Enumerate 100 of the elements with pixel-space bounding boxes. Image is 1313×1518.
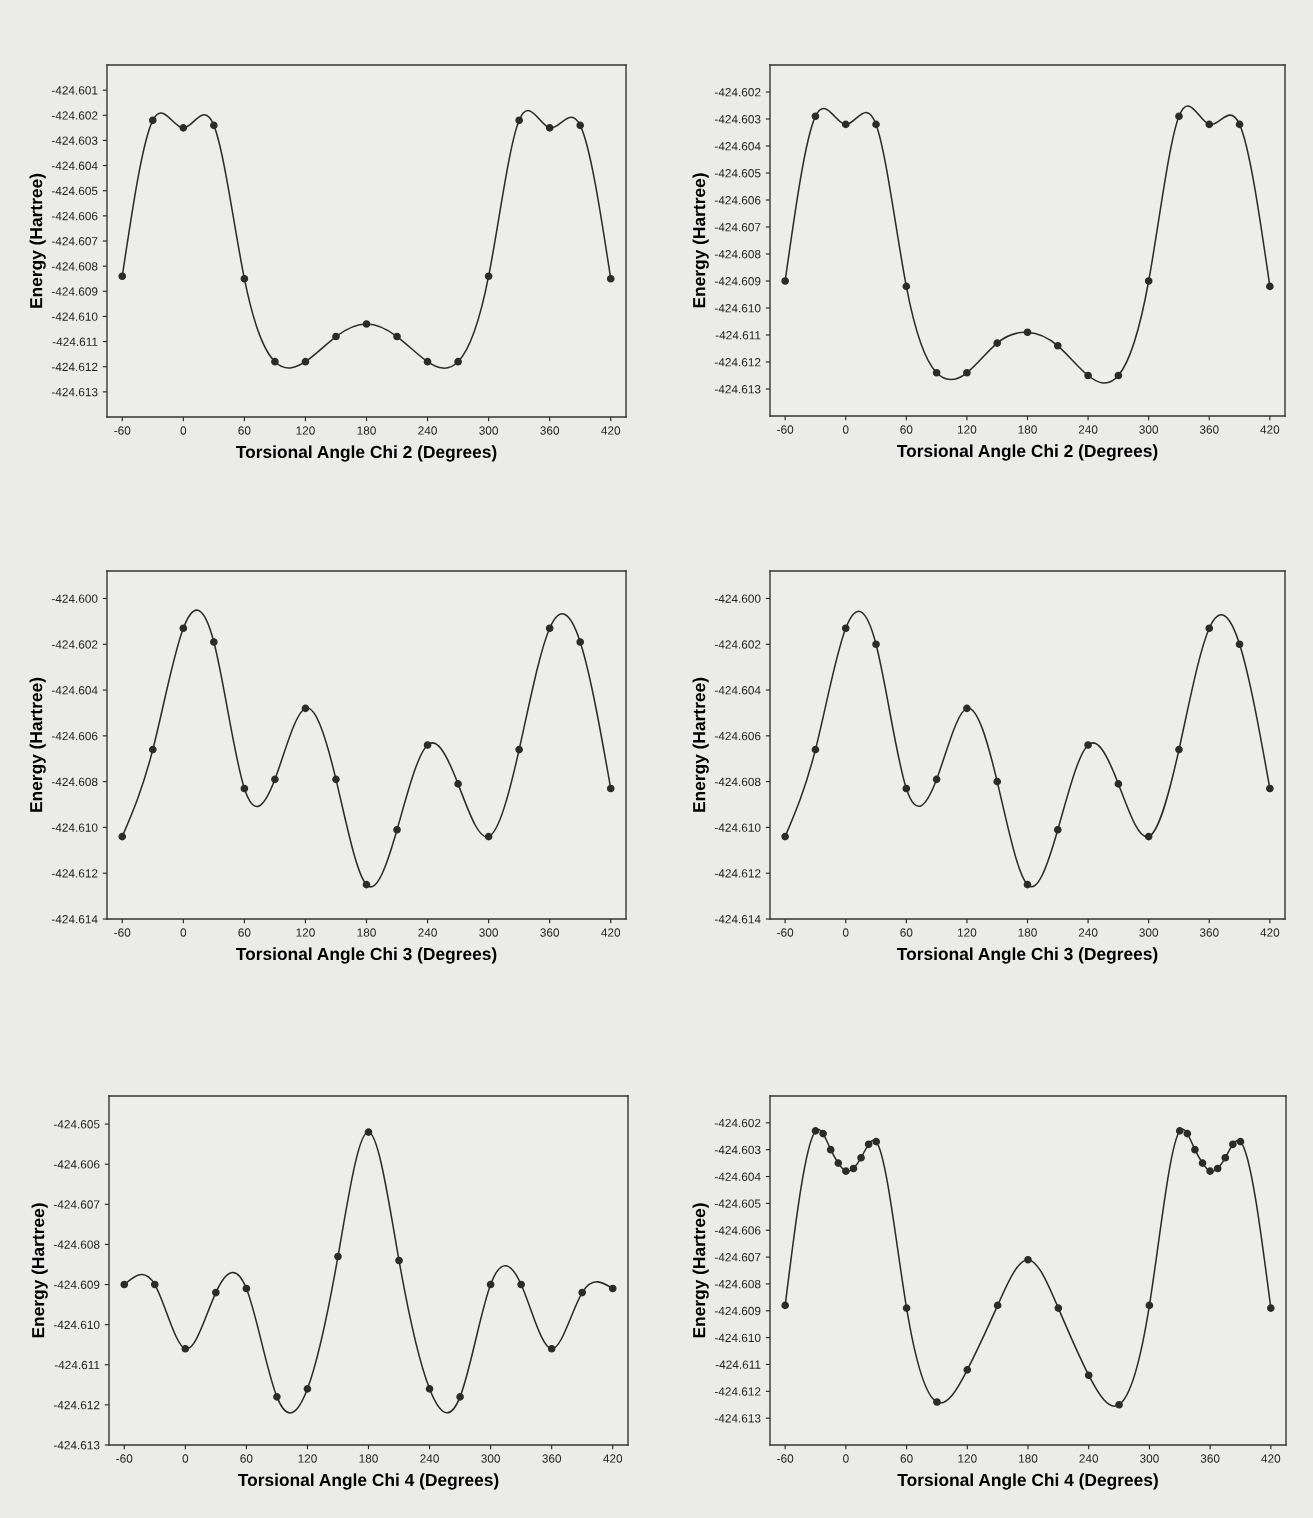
y-tick-label: -424.610 xyxy=(714,823,761,832)
point xyxy=(1084,1371,1093,1380)
point xyxy=(902,784,911,793)
y-tick-label: -424.612 xyxy=(714,358,761,367)
point xyxy=(454,780,462,788)
y-axis-title: Energy (Hartree) xyxy=(31,1203,48,1338)
point xyxy=(303,1385,312,1393)
point xyxy=(545,624,554,633)
x-tick-label: 240 xyxy=(1078,928,1098,937)
y-tick-label: -424.605 xyxy=(53,1120,100,1129)
point xyxy=(240,274,249,283)
point xyxy=(301,357,310,366)
x-tick-label: 420 xyxy=(601,426,621,435)
x-tick-label: 60 xyxy=(238,928,251,937)
x-tick-label: 180 xyxy=(357,426,376,435)
x-tick-label: 360 xyxy=(1199,928,1219,937)
point xyxy=(120,1280,129,1289)
point xyxy=(1175,1127,1184,1135)
point xyxy=(841,624,850,633)
point xyxy=(332,332,340,341)
point xyxy=(517,1280,525,1289)
point xyxy=(902,1304,911,1312)
y-tick-label: -424.609 xyxy=(51,287,98,296)
y-tick-label: -424.604 xyxy=(714,1172,761,1181)
point xyxy=(1145,1301,1154,1310)
point xyxy=(1053,341,1062,350)
point xyxy=(150,1280,159,1289)
y-tick-label: -424.609 xyxy=(714,1306,761,1316)
point xyxy=(811,745,820,754)
y-tick-label: -424.614 xyxy=(51,915,98,924)
point xyxy=(608,1284,617,1293)
point xyxy=(963,368,971,377)
point xyxy=(515,745,523,754)
point xyxy=(484,832,493,841)
y-tick-label: -424.608 xyxy=(714,1279,761,1289)
point xyxy=(271,775,279,784)
point xyxy=(781,277,789,285)
point xyxy=(811,1127,820,1135)
y-axis-title: Energy (Hartree) xyxy=(29,173,46,308)
point xyxy=(148,116,157,125)
y-tick-label: -424.606 xyxy=(714,196,761,205)
point xyxy=(547,1344,556,1353)
point xyxy=(362,880,371,889)
point xyxy=(118,832,127,841)
point xyxy=(1266,784,1274,793)
point xyxy=(1205,624,1214,633)
y-tick-label: -424.606 xyxy=(51,211,98,221)
point xyxy=(576,121,585,130)
x-tick-label: 120 xyxy=(957,425,977,434)
x-tick-label: 60 xyxy=(900,1454,913,1463)
x-tick-label: 180 xyxy=(1019,1454,1038,1463)
x-tick-label: 60 xyxy=(900,928,913,937)
y-tick-label: -424.612 xyxy=(714,1387,761,1396)
x-tick-label: 420 xyxy=(603,1454,623,1463)
x-tick-label: 420 xyxy=(1260,928,1280,937)
point xyxy=(240,784,249,793)
y-tick-label: -424.602 xyxy=(714,1118,761,1128)
y-tick-label: -424.608 xyxy=(53,1240,100,1249)
y-tick-label: -424.611 xyxy=(715,331,761,340)
point xyxy=(781,1301,789,1310)
point xyxy=(545,124,554,132)
y-tick-label: -424.600 xyxy=(51,594,98,603)
point xyxy=(332,775,340,784)
point xyxy=(834,1159,843,1167)
x-tick-label: -60 xyxy=(777,928,794,937)
point xyxy=(1183,1129,1192,1138)
y-tick-label: -424.602 xyxy=(714,640,761,649)
point xyxy=(515,116,523,125)
y-tick-label: -424.605 xyxy=(51,186,98,196)
y-tick-label: -424.608 xyxy=(51,777,98,787)
point xyxy=(826,1145,835,1154)
point xyxy=(148,745,157,754)
x-tick-label: 180 xyxy=(359,1454,378,1463)
point xyxy=(1114,780,1123,788)
point xyxy=(1115,1400,1123,1409)
y-tick-label: -424.609 xyxy=(714,277,761,286)
x-tick-label: 180 xyxy=(357,928,376,937)
point xyxy=(993,1301,1002,1310)
point xyxy=(576,638,585,646)
y-tick-label: -424.603 xyxy=(714,115,761,124)
y-tick-label: -424.613 xyxy=(53,1441,100,1450)
y-tick-label: -424.602 xyxy=(51,640,98,649)
point xyxy=(819,1129,827,1138)
point xyxy=(179,624,188,633)
x-tick-label: -60 xyxy=(777,1454,794,1463)
point xyxy=(872,120,880,129)
point xyxy=(864,1140,873,1149)
y-tick-label: -424.610 xyxy=(714,1333,761,1343)
point xyxy=(1175,112,1183,121)
point xyxy=(393,332,401,341)
point xyxy=(781,832,789,841)
x-tick-label: 60 xyxy=(240,1454,253,1463)
x-tick-label: 0 xyxy=(180,928,187,937)
x-tick-label: 60 xyxy=(238,426,251,435)
point xyxy=(933,1398,941,1406)
y-tick-label: -424.610 xyxy=(714,304,761,313)
point xyxy=(364,1128,373,1136)
y-tick-label: -424.611 xyxy=(52,337,98,346)
y-tick-label: -424.610 xyxy=(51,823,98,832)
x-tick-label: 360 xyxy=(1200,1454,1220,1463)
